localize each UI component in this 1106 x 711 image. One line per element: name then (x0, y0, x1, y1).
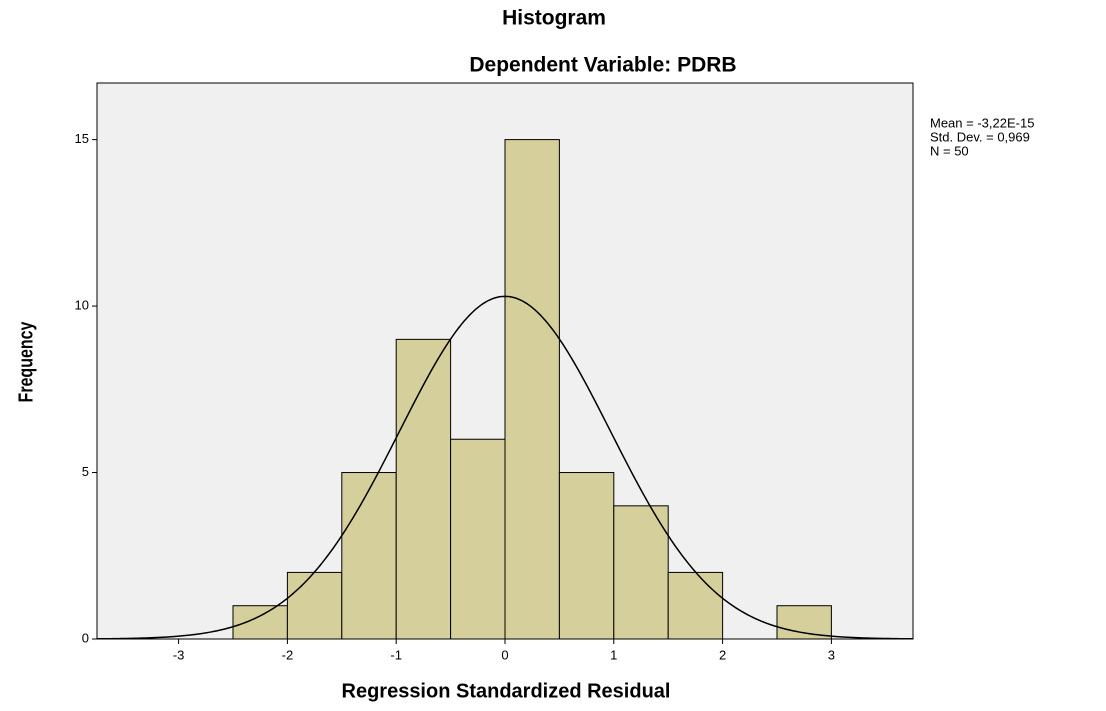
bar (341, 472, 397, 640)
bar (613, 505, 669, 640)
bar (450, 438, 506, 640)
chart-title: Histogram (502, 7, 606, 30)
stat-label: Std. Dev. = 0,969 (930, 129, 1030, 144)
normal-curve (96, 295, 914, 640)
bar (395, 338, 452, 640)
stat-label: N = 50 (930, 143, 969, 158)
stat-label: Mean = -3,22E-15 (930, 115, 1034, 130)
y-tick-label: 15 (75, 131, 89, 146)
x-tick-label: 3 (828, 647, 835, 662)
x-tick-label: 0 (501, 647, 508, 662)
x-tick-label: -1 (390, 647, 402, 662)
y-tick-label: 10 (75, 298, 89, 313)
y-axis-label: Frequency (15, 322, 37, 403)
x-tick-label: 2 (719, 647, 726, 662)
bar (504, 139, 560, 640)
chart-subtitle: Dependent Variable: PDRB (469, 54, 736, 77)
x-tick-label: 1 (610, 647, 617, 662)
x-axis-label: Regression Standardized Residual (342, 680, 671, 702)
x-tick-label: -3 (173, 647, 185, 662)
bar (776, 605, 832, 640)
y-tick-label: 5 (82, 464, 89, 479)
x-tick-label: -2 (282, 647, 294, 662)
bar (667, 571, 724, 640)
bar (232, 605, 288, 640)
bar (286, 571, 343, 640)
bar (558, 472, 615, 640)
y-tick-label: 0 (82, 630, 89, 645)
